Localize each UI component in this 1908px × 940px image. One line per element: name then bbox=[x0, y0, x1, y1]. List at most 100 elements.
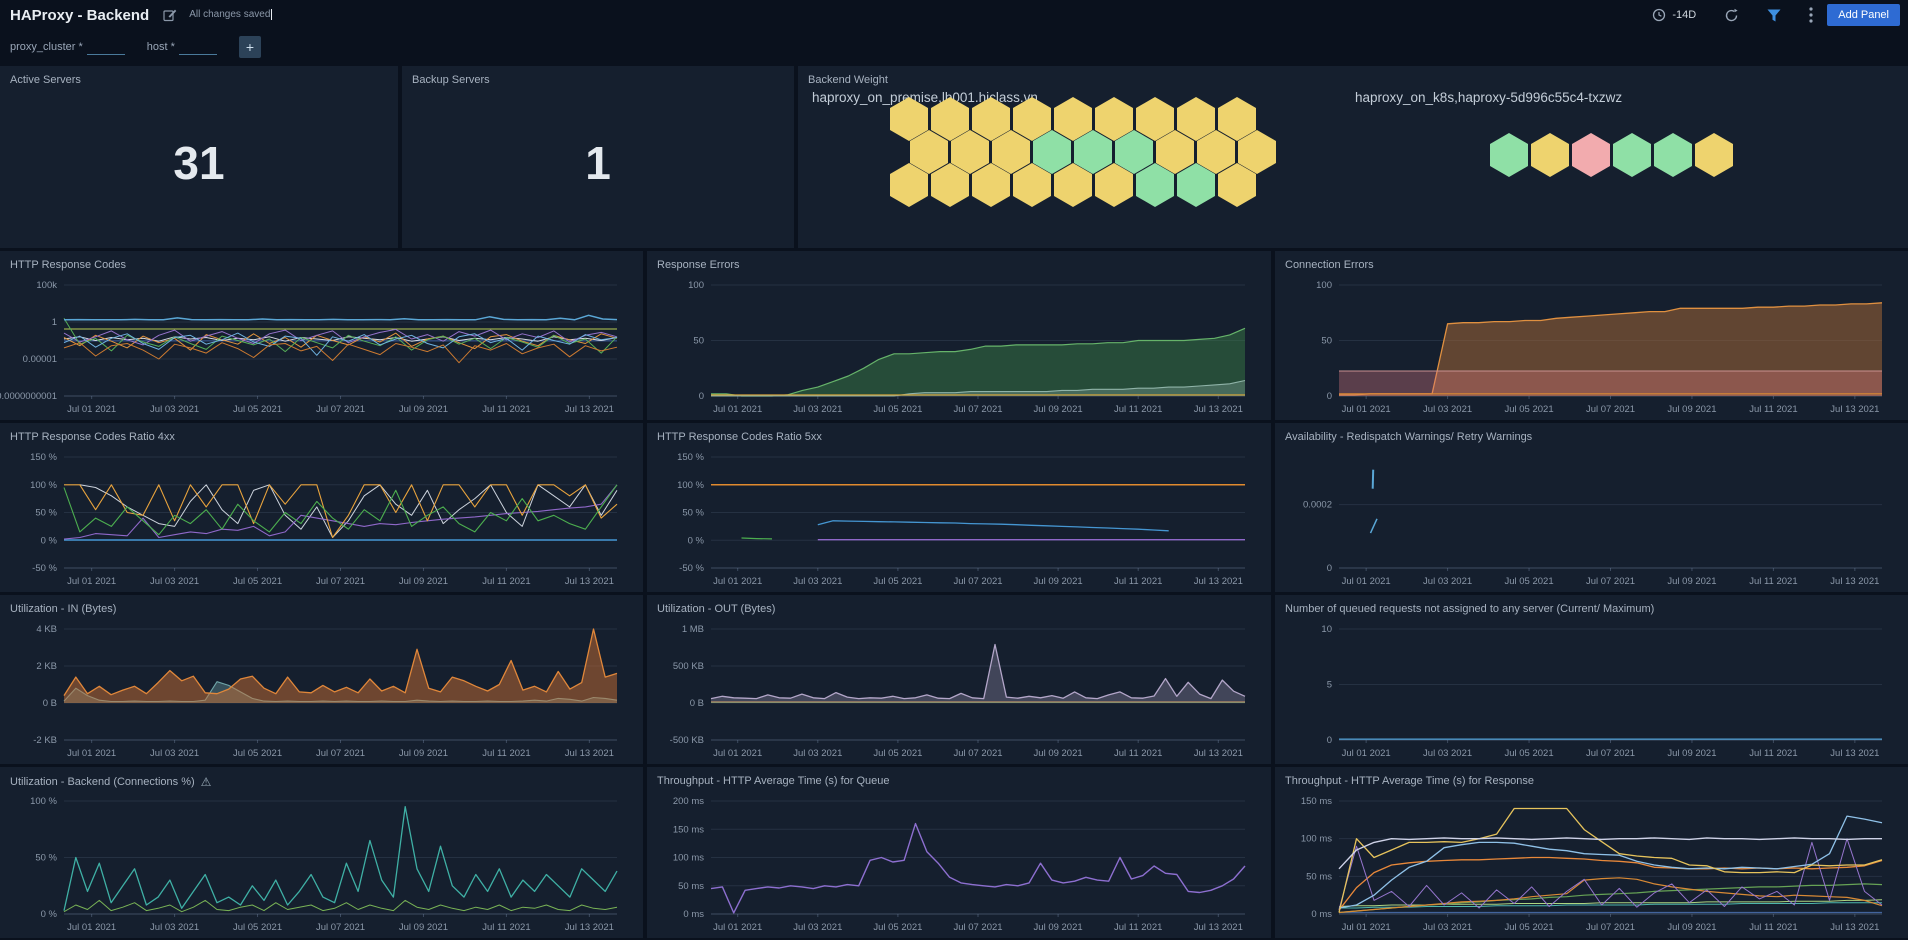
svg-text:Jul 01 2021: Jul 01 2021 bbox=[713, 576, 762, 587]
text-caret bbox=[271, 9, 273, 21]
svg-text:0: 0 bbox=[1327, 391, 1332, 402]
svg-text:Jul 05 2021: Jul 05 2021 bbox=[873, 922, 922, 933]
svg-text:100 ms: 100 ms bbox=[1301, 834, 1332, 845]
svg-text:Jul 09 2021: Jul 09 2021 bbox=[1667, 748, 1716, 759]
weight-hex[interactable] bbox=[1136, 97, 1174, 141]
svg-text:100 ms: 100 ms bbox=[673, 853, 704, 864]
weight-hex[interactable] bbox=[1490, 133, 1528, 177]
weight-hex[interactable] bbox=[1218, 163, 1256, 207]
time-range-label[interactable]: -14D bbox=[1672, 9, 1697, 21]
panel-util-backend: Utilization - Backend (Connections %) ⚠ 1… bbox=[0, 767, 643, 938]
svg-text:Jul 05 2021: Jul 05 2021 bbox=[873, 576, 922, 587]
svg-text:Jul 01 2021: Jul 01 2021 bbox=[67, 748, 116, 759]
svg-text:Jul 11 2021: Jul 11 2021 bbox=[1114, 404, 1162, 415]
weight-hex[interactable] bbox=[1218, 97, 1256, 141]
filter-icon[interactable] bbox=[1767, 9, 1781, 22]
svg-text:150 ms: 150 ms bbox=[1301, 796, 1332, 807]
warning-icon[interactable]: ⚠ bbox=[200, 775, 212, 789]
weight-hex[interactable] bbox=[1238, 130, 1276, 174]
weight-hex[interactable] bbox=[1572, 133, 1610, 177]
svg-text:Jul 11 2021: Jul 11 2021 bbox=[482, 404, 530, 415]
weight-hex[interactable] bbox=[1136, 163, 1174, 207]
weight-hex[interactable] bbox=[1177, 163, 1215, 207]
chart-queued-requests[interactable]: 10 5 0 Jul 01 2021 Jul 03 2021 Jul 05 2021 Jul… bbox=[1275, 595, 1908, 764]
svg-text:Jul 03 2021: Jul 03 2021 bbox=[793, 404, 842, 415]
chart-util-backend[interactable]: 100 % 50 % 0 % Jul 01 2021 Jul 03 2021 Jul 05… bbox=[0, 767, 643, 938]
chart-availability[interactable]: 0.0002 0 Jul 01 2021 Jul 03 2021 Jul 05 2021… bbox=[1275, 423, 1908, 592]
weight-hex[interactable] bbox=[1095, 97, 1133, 141]
svg-text:Jul 13 2021: Jul 13 2021 bbox=[565, 404, 614, 415]
chart-http-response-codes[interactable]: 100k 1 0.00001 0.0000000001 Jul 01 2021 Jul 0… bbox=[0, 251, 643, 420]
weight-hex[interactable] bbox=[1033, 130, 1071, 174]
panel-availability: Availability - Redispatch Warnings/ Retr… bbox=[1275, 423, 1908, 592]
weight-hex[interactable] bbox=[1074, 130, 1112, 174]
svg-text:Jul 09 2021: Jul 09 2021 bbox=[399, 404, 448, 415]
svg-text:Jul 09 2021: Jul 09 2021 bbox=[1034, 576, 1083, 587]
svg-text:Jul 07 2021: Jul 07 2021 bbox=[316, 748, 365, 759]
weight-hex[interactable] bbox=[1095, 163, 1133, 207]
svg-text:100 %: 100 % bbox=[30, 796, 57, 807]
panel-title: Utilization - Backend (Connections %) bbox=[10, 776, 195, 788]
chart-queue-time[interactable]: 200 ms 150 ms 100 ms 50 ms 0 ms Jul 01 2021 Ju… bbox=[647, 767, 1271, 938]
svg-text:Jul 13 2021: Jul 13 2021 bbox=[1830, 576, 1879, 587]
svg-text:Jul 01 2021: Jul 01 2021 bbox=[713, 404, 762, 415]
panel-title: HTTP Response Codes Ratio 5xx bbox=[657, 431, 822, 443]
panel-ratio-5xx: HTTP Response Codes Ratio 5xx 150 % 100 %… bbox=[647, 423, 1271, 592]
kebab-menu-icon[interactable] bbox=[1809, 7, 1813, 23]
svg-text:2 KB: 2 KB bbox=[36, 661, 57, 672]
svg-text:Jul 05 2021: Jul 05 2021 bbox=[233, 922, 282, 933]
page-title: HAProxy - Backend bbox=[10, 6, 150, 24]
add-filter-button[interactable]: + bbox=[238, 36, 261, 58]
chart-util-in[interactable]: 4 KB 2 KB 0 B -2 KB Jul 01 2021 Jul 03 2021 Ju… bbox=[0, 595, 643, 764]
svg-text:Jul 11 2021: Jul 11 2021 bbox=[1749, 922, 1797, 933]
weight-hex[interactable] bbox=[1654, 133, 1692, 177]
svg-text:500 KB: 500 KB bbox=[673, 661, 704, 672]
host-input[interactable] bbox=[178, 39, 217, 55]
svg-text:0: 0 bbox=[1327, 735, 1332, 746]
weight-hex[interactable] bbox=[1115, 130, 1153, 174]
svg-text:Jul 01 2021: Jul 01 2021 bbox=[1342, 922, 1391, 933]
weight-hex[interactable] bbox=[1177, 97, 1215, 141]
svg-text:Jul 13 2021: Jul 13 2021 bbox=[1830, 404, 1879, 415]
add-panel-button[interactable]: Add Panel bbox=[1827, 4, 1900, 26]
svg-text:Jul 11 2021: Jul 11 2021 bbox=[482, 922, 530, 933]
svg-text:Jul 05 2021: Jul 05 2021 bbox=[233, 748, 282, 759]
clock-icon[interactable] bbox=[1652, 8, 1666, 22]
header-bar: HAProxy - Backend All changes saved -14D… bbox=[0, 0, 1908, 30]
svg-text:100: 100 bbox=[688, 280, 704, 291]
svg-text:4 KB: 4 KB bbox=[36, 624, 57, 635]
weight-hex[interactable] bbox=[1156, 130, 1194, 174]
svg-text:Jul 01 2021: Jul 01 2021 bbox=[67, 922, 116, 933]
svg-text:0 %: 0 % bbox=[688, 535, 705, 546]
panel-backend-weight: Backend Weight haproxy_on_premise,lb001.… bbox=[798, 66, 1908, 248]
svg-text:Jul 09 2021: Jul 09 2021 bbox=[399, 922, 448, 933]
weight-hex[interactable] bbox=[1054, 97, 1092, 141]
chart-ratio-5xx[interactable]: 150 % 100 % 50 % 0 % -50 % Jul 01 2021 Jul 03 … bbox=[647, 423, 1271, 592]
panel-active-servers: Active Servers 31 bbox=[0, 66, 398, 248]
svg-text:0: 0 bbox=[1327, 563, 1332, 574]
svg-text:Jul 01 2021: Jul 01 2021 bbox=[713, 922, 762, 933]
edit-icon[interactable] bbox=[163, 8, 177, 22]
chart-connection-errors[interactable]: 100 50 0 Jul 01 2021 Jul 03 2021 Jul 05 2021 J… bbox=[1275, 251, 1908, 420]
panel-response-errors: Response Errors 100 50 0 Jul 01 2021 Jul 03 … bbox=[647, 251, 1271, 420]
weight-hex[interactable] bbox=[1695, 133, 1733, 177]
chart-ratio-4xx[interactable]: 150 % 100 % 50 % 0 % -50 % Jul 01 2021 Jul 03 … bbox=[0, 423, 643, 592]
svg-text:Jul 05 2021: Jul 05 2021 bbox=[1504, 748, 1553, 759]
chart-util-out[interactable]: 1 MB 500 KB 0 B -500 KB Jul 01 2021 Jul 03 20… bbox=[647, 595, 1271, 764]
weight-hex[interactable] bbox=[1054, 163, 1092, 207]
hexgroup-label: haproxy_on_k8s,haproxy-5d996c55c4-txzwz bbox=[1355, 90, 1623, 105]
svg-text:Jul 09 2021: Jul 09 2021 bbox=[1667, 922, 1716, 933]
proxy-cluster-input[interactable] bbox=[86, 39, 125, 55]
panel-http-response-codes: HTTP Response Codes 100k 1 0.00001 0.000000… bbox=[0, 251, 643, 420]
refresh-icon[interactable] bbox=[1724, 8, 1739, 23]
weight-hex[interactable] bbox=[1613, 133, 1651, 177]
svg-text:5: 5 bbox=[1327, 680, 1332, 691]
svg-text:50 %: 50 % bbox=[35, 508, 57, 519]
weight-hex[interactable] bbox=[1197, 130, 1235, 174]
weight-hex[interactable] bbox=[1531, 133, 1569, 177]
svg-text:Jul 13 2021: Jul 13 2021 bbox=[1194, 576, 1243, 587]
chart-response-errors[interactable]: 100 50 0 Jul 01 2021 Jul 03 2021 Jul 05 2021 J… bbox=[647, 251, 1271, 420]
svg-text:100 %: 100 % bbox=[677, 480, 704, 491]
chart-response-time[interactable]: 150 ms 100 ms 50 ms 0 ms Jul 01 2021 Jul 03 2… bbox=[1275, 767, 1908, 938]
